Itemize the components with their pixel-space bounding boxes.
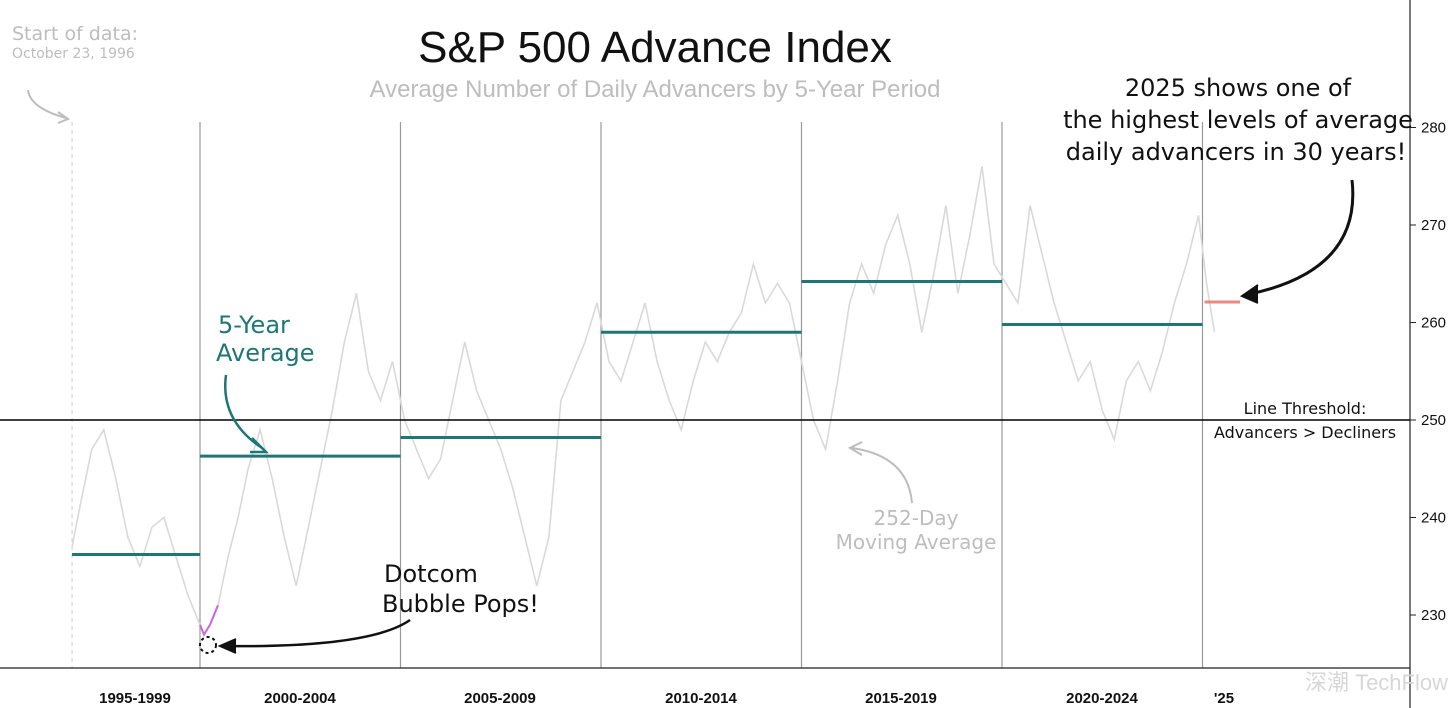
- start-label-2: October 23, 1996: [12, 46, 135, 62]
- avg-label-1: 5-Year: [218, 311, 290, 339]
- highlight-label-2: the highest levels of average: [1063, 106, 1413, 134]
- y-axis: 230 240 250 260 270 280: [1410, 120, 1446, 624]
- y-tick-label: 260: [1421, 315, 1446, 332]
- start-arrow-head: [57, 111, 71, 124]
- ma-arrow: [851, 447, 913, 504]
- y-tick-label: 280: [1421, 120, 1446, 137]
- dotcom-arrow-head: [217, 638, 237, 654]
- x-category-label: 2010-2014: [665, 690, 737, 707]
- highlight-label-1: 2025 shows one of: [1125, 74, 1352, 102]
- dotcom-marker: [199, 636, 217, 654]
- ma-arrow-head: [847, 441, 863, 456]
- x-category-label: '25: [1214, 690, 1234, 707]
- avg-label-2: Average: [216, 339, 315, 367]
- y-tick-label: 240: [1421, 510, 1446, 527]
- y-tick-label: 250: [1421, 412, 1446, 429]
- x-axis: 1995-1999 2000-2004 2005-2009 2010-2014 2015…: [99, 690, 1234, 707]
- start-label-1: Start of data:: [12, 23, 138, 45]
- ma-label-1: 252-Day: [874, 506, 959, 530]
- avg-arrow-head: [250, 437, 270, 454]
- start-arrow: [27, 89, 67, 119]
- watermark: 深潮 TechFlow: [1305, 670, 1448, 695]
- x-category-label: 2015-2019: [865, 690, 937, 707]
- chart-subtitle: Average Number of Daily Advancers by 5-Y…: [370, 76, 941, 103]
- period-dividers: [71, 122, 1204, 668]
- highlight-arrow-head: [1239, 284, 1259, 304]
- x-category-label: 2020-2024: [1066, 690, 1138, 707]
- x-category-label: 1995-1999: [99, 690, 171, 707]
- dotcom-arrow: [223, 618, 411, 648]
- moving-average-line: [71, 166, 1216, 637]
- threshold-label-1: Line Threshold:: [1244, 399, 1367, 418]
- y-tick-label: 230: [1421, 607, 1446, 624]
- dotcom-label-1: Dotcom: [384, 560, 478, 588]
- x-category-label: 2005-2009: [464, 690, 536, 707]
- highlight-label-3: daily advancers in 30 years!: [1066, 138, 1406, 166]
- avg-arrow: [224, 374, 263, 450]
- threshold-label-2: Advancers > Decliners: [1214, 423, 1396, 442]
- dotcom-low-segment: [199, 604, 219, 637]
- dotcom-label-2: Bubble Pops!: [382, 590, 539, 618]
- chart-title: S&P 500 Advance Index: [418, 23, 892, 72]
- five-year-average-series: [72, 280, 1240, 557]
- ma-label-2: Moving Average: [836, 530, 997, 554]
- highlight-arrow: [1249, 179, 1355, 296]
- moving-average-series: [71, 166, 1216, 637]
- x-category-label: 2000-2004: [264, 690, 336, 707]
- y-tick-label: 270: [1421, 217, 1446, 234]
